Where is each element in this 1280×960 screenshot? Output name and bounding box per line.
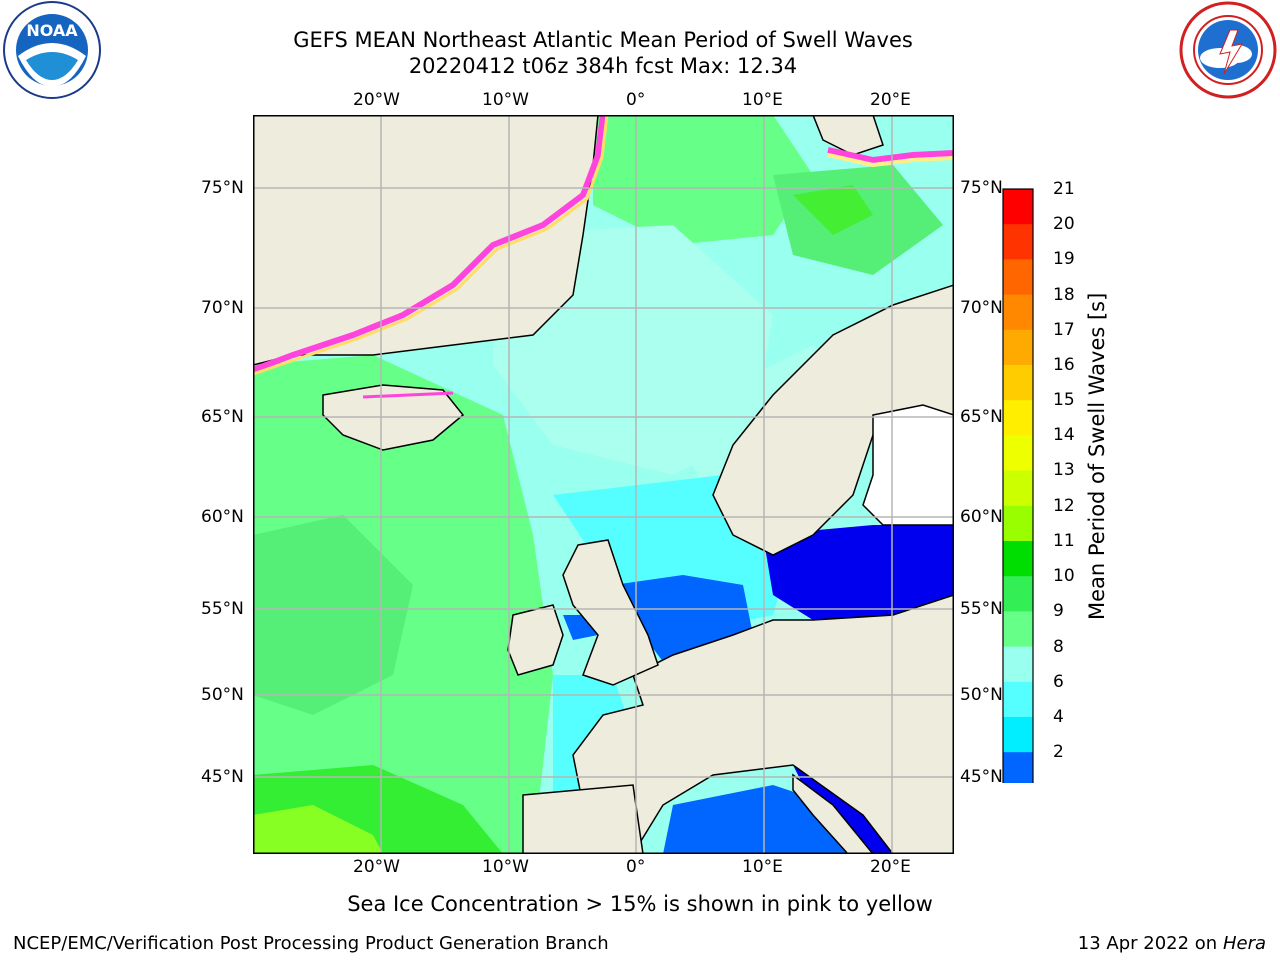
colorbar-tick: 20: [1053, 214, 1075, 234]
svg-text:NOAA: NOAA: [26, 21, 78, 40]
lat-tick-left: 65°N: [201, 407, 244, 427]
lon-tick-bottom: 20°W: [353, 857, 400, 877]
colorbar-tick: 13: [1053, 460, 1075, 480]
colorbar-band: [1003, 294, 1033, 331]
sea-ice-note: Sea Ice Concentration > 15% is shown in …: [347, 892, 933, 916]
lat-tick-left: 55°N: [201, 599, 244, 619]
colorbar-tick: 11: [1053, 531, 1075, 551]
colorbar-band: [1003, 646, 1033, 683]
lat-tick-left: 50°N: [201, 685, 244, 705]
colorbar-outline: [1002, 188, 1034, 783]
lat-tick-right: 60°N: [960, 507, 1003, 527]
colorbar-band: [1003, 224, 1033, 260]
lon-tick-top: 10°W: [482, 90, 529, 110]
lat-tick-right: 55°N: [960, 599, 1003, 619]
colorbar-band: [1003, 189, 1033, 225]
lat-tick-left: 75°N: [201, 178, 244, 198]
lat-tick-right: 50°N: [960, 685, 1003, 705]
lat-tick-left: 45°N: [201, 767, 244, 787]
lon-tick-top: 20°E: [870, 90, 911, 110]
lat-tick-right: 45°N: [960, 767, 1003, 787]
lon-tick-top: 10°E: [742, 90, 783, 110]
colorbar-tick: 9: [1053, 601, 1064, 621]
colorbar-label: Mean Period of Swell Waves [s]: [1085, 292, 1109, 620]
lat-tick-left: 60°N: [201, 507, 244, 527]
colorbar-band: [1003, 681, 1033, 718]
lon-tick-bottom: 10°W: [482, 857, 529, 877]
colorbar-band: [1003, 752, 1033, 783]
map-panel: [253, 115, 954, 854]
sea-ice-edge: [253, 115, 606, 373]
colorbar-tick: 6: [1053, 672, 1064, 692]
colorbar-tick: 2: [1053, 742, 1064, 762]
colorbar-tick: 14: [1053, 425, 1075, 445]
lat-tick-right: 75°N: [960, 178, 1003, 198]
footer-date-text: 13 Apr 2022 on: [1077, 933, 1223, 954]
colorbar-tick: 15: [1053, 390, 1075, 410]
colorbar-band: [1003, 470, 1033, 507]
map-title: GEFS MEAN Northeast Atlantic Mean Period…: [293, 28, 913, 52]
colorbar-tick: 8: [1053, 637, 1064, 657]
colorbar-band: [1003, 365, 1033, 401]
map-gridlines: [253, 115, 954, 854]
nws-logo: [1176, 0, 1280, 104]
map-frame: [253, 115, 954, 854]
footer-host: Hera: [1222, 933, 1266, 954]
colorbar-tick: 4: [1053, 707, 1064, 727]
lat-tick-right: 70°N: [960, 298, 1003, 318]
map-subtitle: 20220412 t06z 384h fcst Max: 12.34: [408, 54, 798, 78]
lon-tick-bottom: 10°E: [742, 857, 783, 877]
colorbar-band: [1003, 611, 1033, 648]
svalbard-land: [812, 115, 884, 156]
ireland-land: [507, 604, 564, 676]
colorbar-band: [1003, 541, 1033, 577]
lon-tick-bottom: 20°E: [870, 857, 911, 877]
noaa-logo: NOAA: [0, 0, 104, 104]
colorbar-band: [1003, 329, 1033, 366]
lon-tick-bottom: 0°: [626, 857, 646, 877]
lon-tick-top: 0°: [626, 90, 646, 110]
colorbar-tick: 16: [1053, 355, 1075, 375]
colorbar-tick: 21: [1053, 179, 1075, 199]
iberia-land: [522, 784, 644, 854]
colorbar-tick: 19: [1053, 249, 1075, 269]
colorbar-band: [1003, 576, 1033, 612]
colorbar-band: [1003, 400, 1033, 436]
footer-credit: NCEP/EMC/Verification Post Processing Pr…: [13, 933, 609, 954]
lat-tick-left: 70°N: [201, 298, 244, 318]
lat-tick-right: 65°N: [960, 407, 1003, 427]
colorbar-tick: 18: [1053, 285, 1075, 305]
colorbar-band: [1003, 505, 1033, 542]
colorbar-tick: 10: [1053, 566, 1075, 586]
colorbar-band: [1003, 259, 1033, 296]
colorbar-band: [1003, 435, 1033, 472]
footer-date: 13 Apr 2022 on Hera: [1078, 933, 1266, 955]
colorbar-tick: 12: [1053, 496, 1075, 516]
colorbar: [1002, 188, 1036, 783]
colorbar-band: [1003, 717, 1033, 753]
colorbar-tick: 17: [1053, 320, 1075, 340]
lon-tick-top: 20°W: [353, 90, 400, 110]
great-britain-land: [562, 539, 659, 686]
